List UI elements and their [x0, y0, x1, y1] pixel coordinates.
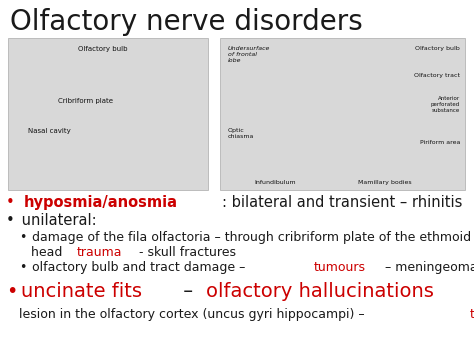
Text: - skull fractures: - skull fractures [135, 246, 236, 259]
Text: unilateral:: unilateral: [18, 213, 97, 228]
Text: Anterior
perforated
substance: Anterior perforated substance [431, 96, 460, 113]
Text: hyposmia/anosmia: hyposmia/anosmia [23, 195, 177, 210]
Text: –: – [177, 282, 200, 301]
Text: uncinate fits: uncinate fits [21, 282, 142, 301]
Text: Olfactory bulb: Olfactory bulb [415, 46, 460, 51]
Text: •: • [19, 261, 27, 274]
Text: lesion in the olfactory cortex (uncus gyri hippocampi) –: lesion in the olfactory cortex (uncus gy… [19, 308, 369, 321]
Text: : bilateral and transient – rhinitis: : bilateral and transient – rhinitis [222, 195, 463, 210]
Text: •: • [6, 195, 15, 210]
Text: Cribriform plate: Cribriform plate [58, 98, 113, 104]
Text: Piriform area: Piriform area [419, 140, 460, 145]
Text: – meningeoma, glioma: – meningeoma, glioma [381, 261, 474, 274]
Text: •: • [6, 282, 18, 301]
Text: olfactory hallucinations: olfactory hallucinations [206, 282, 434, 301]
Text: Infundibulum: Infundibulum [254, 180, 296, 185]
Text: tumours: tumours [314, 261, 366, 274]
Text: •: • [19, 231, 27, 244]
Text: Olfactory nerve disorders: Olfactory nerve disorders [10, 8, 363, 36]
Bar [220, 38, 465, 190]
Text: trauma: trauma [76, 246, 122, 259]
Text: Olfactory tract: Olfactory tract [414, 73, 460, 78]
Text: Optic
chiasma: Optic chiasma [228, 128, 255, 139]
Text: tumour: tumour [470, 308, 474, 321]
Text: Mamillary bodies: Mamillary bodies [358, 180, 412, 185]
Text: Undersurface
of frontal
lobe: Undersurface of frontal lobe [228, 46, 270, 62]
Text: Nasal cavity: Nasal cavity [28, 128, 71, 134]
Text: •: • [6, 213, 15, 228]
Bar [8, 38, 208, 190]
Text: damage of the fila olfactoria – through cribriform plate of the ethmoid bone: damage of the fila olfactoria – through … [28, 231, 474, 244]
Text: olfactory bulb and tract damage –: olfactory bulb and tract damage – [28, 261, 250, 274]
Text: head: head [31, 246, 66, 259]
Text: Olfactory bulb: Olfactory bulb [78, 46, 128, 52]
